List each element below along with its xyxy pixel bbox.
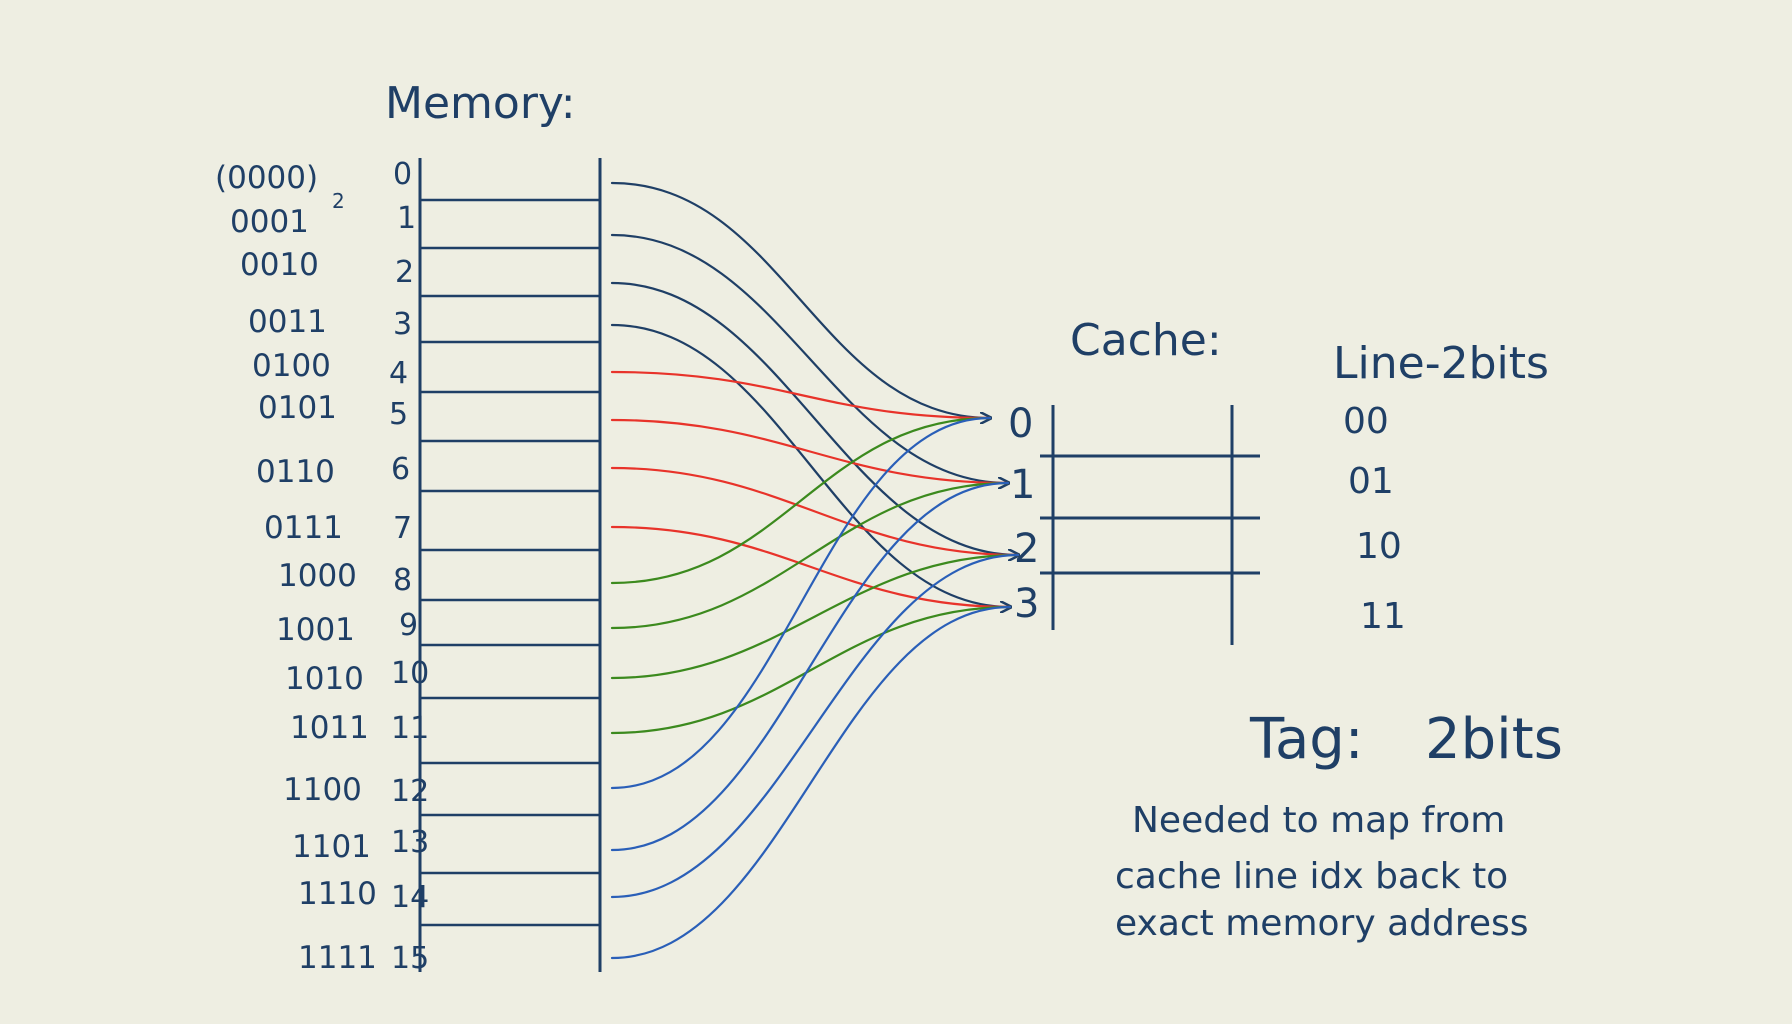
memory-binary-address: (0000): [215, 160, 318, 196]
memory-index: 5: [389, 397, 408, 432]
tag-value: 2bits: [1425, 707, 1563, 772]
memory-index: 15: [391, 941, 429, 976]
mapping-curve: [610, 416, 992, 790]
mapping-curve: [610, 605, 1012, 960]
memory-binary-address: 0011: [248, 304, 327, 340]
cache-line-indices: 0 1 2 3: [1008, 401, 1039, 627]
memory-index: 3: [393, 307, 412, 342]
memory-labels: (0000) 2 0 0001 1 0010 2 0011 3 0100 4 0101 5 0110 6 01…: [215, 157, 429, 976]
cache-line-index: 2: [1014, 526, 1039, 572]
memory-binary-address: 0100: [252, 348, 331, 384]
binary-base-subscript: 2: [332, 189, 345, 213]
memory-binary-address: 1101: [292, 829, 371, 865]
memory-title: Memory:: [385, 78, 576, 129]
line-bits-column: 00 01 10 11: [1343, 401, 1406, 637]
memory-binary-address: 1111: [298, 940, 377, 976]
memory-index: 13: [391, 825, 429, 860]
cache-line-index: 0: [1008, 401, 1033, 447]
memory-table: [418, 158, 602, 972]
mapping-curve: [610, 553, 1020, 680]
mapping-curve: [610, 281, 1018, 555]
mapping-curve: [610, 481, 1010, 630]
line-bits-label: Line-2bits: [1333, 338, 1549, 389]
mapping-curve: [610, 418, 1010, 485]
memory-index: 7: [393, 511, 412, 546]
mapping-curve: [610, 553, 1020, 899]
memory-index: 10: [391, 656, 429, 691]
mapping-curves: [610, 181, 1020, 960]
line-bits-value: 00: [1343, 401, 1389, 442]
memory-index: 2: [395, 255, 414, 290]
memory-binary-address: 0111: [264, 510, 343, 546]
memory-binary-address: 0110: [256, 454, 335, 490]
mapping-curve: [610, 416, 992, 585]
cache-title: Cache:: [1070, 315, 1222, 366]
mapping-curve: [610, 466, 1020, 557]
cache-line-index: 3: [1014, 581, 1039, 627]
cache-line-index: 1: [1010, 462, 1035, 508]
mapping-curve: [610, 370, 992, 420]
memory-binary-address: 1001: [276, 612, 355, 648]
memory-index: 11: [391, 711, 429, 746]
tag-note-line: cache line idx back to: [1115, 856, 1508, 897]
memory-binary-address: 1110: [298, 876, 377, 912]
memory-index: 6: [391, 452, 410, 487]
mapping-curve: [610, 323, 1010, 607]
memory-index: 8: [393, 563, 412, 598]
memory-index: 0: [393, 157, 412, 192]
memory-binary-address: 1010: [285, 661, 364, 697]
memory-index: 12: [391, 774, 429, 809]
memory-binary-address: 1000: [278, 558, 357, 594]
memory-binary-address: 0001: [230, 204, 309, 240]
memory-binary-address: 1011: [290, 710, 369, 746]
cache-table: [1040, 405, 1260, 645]
memory-binary-address: 0101: [258, 390, 337, 426]
mapping-curve: [610, 181, 990, 418]
memory-index: 9: [399, 608, 418, 643]
memory-binary-address: 0010: [240, 247, 319, 283]
memory-binary-address: 1100: [283, 772, 362, 808]
mapping-curve: [610, 481, 1010, 852]
mapping-curve: [610, 233, 1008, 483]
line-bits-value: 10: [1356, 526, 1402, 567]
memory-index: 14: [391, 880, 429, 915]
line-bits-value: 11: [1360, 596, 1406, 637]
mapping-curve: [610, 525, 1012, 609]
tag-note-line: exact memory address: [1115, 903, 1529, 944]
tag-label: Tag:: [1249, 707, 1364, 772]
mapping-curve: [610, 605, 1012, 735]
tag-note: Needed to map from cache line idx back t…: [1115, 800, 1529, 944]
memory-index: 4: [389, 356, 408, 391]
tag-note-line: Needed to map from: [1132, 800, 1505, 841]
memory-index: 1: [397, 201, 416, 236]
line-bits-value: 01: [1348, 461, 1394, 502]
